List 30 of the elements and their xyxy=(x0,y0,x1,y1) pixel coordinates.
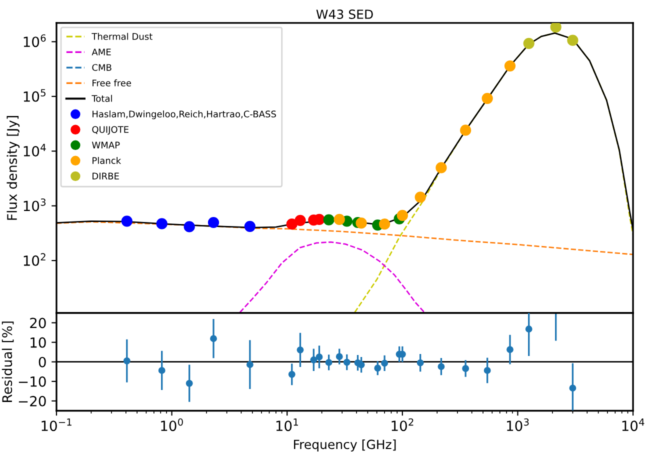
y-tick-label: 0 xyxy=(38,356,46,368)
y-tick-label: 10$^{2}$ xyxy=(24,253,46,266)
legend-label: Total xyxy=(92,94,112,102)
x-tick-label: 10$^{1}$ xyxy=(276,418,298,432)
legend-label: CMB xyxy=(92,64,112,71)
legend-label: AME xyxy=(92,48,111,56)
x-tick-label: 10$^{0}$ xyxy=(161,418,183,432)
x-tick-label: 10$^{3}$ xyxy=(507,418,529,432)
y-axis-title: Flux density [Jy] xyxy=(6,116,20,220)
y-tick-label: 20 xyxy=(30,318,46,328)
x-tick-label: 10$^{4}$ xyxy=(622,418,644,432)
legend-label: QUIJOTE xyxy=(92,126,128,135)
legend-label: Planck xyxy=(92,156,122,164)
y-tick-label: 10$^{5}$ xyxy=(24,89,46,102)
y-tick-label: 10 xyxy=(30,337,46,348)
y-tick-label: 10$^{3}$ xyxy=(24,198,46,212)
chart-title: W43 SED xyxy=(316,10,373,19)
x-tick-label: 10$^{2}$ xyxy=(392,418,414,432)
y-tick-label: −20 xyxy=(18,396,46,406)
y-axis-title: Residual [%] xyxy=(2,322,14,402)
legend-label: Free free xyxy=(92,79,132,86)
x-axis-title: Frequency [GHz] xyxy=(294,439,396,452)
legend-label: WMAP xyxy=(92,142,120,148)
y-tick-label: −10 xyxy=(18,376,46,387)
legend-label: Thermal Dust xyxy=(92,32,152,40)
legend-label: Haslam,Dwingeloo,Reich,Hartrao,C-BASS xyxy=(92,110,276,120)
legend-label: DIRBE xyxy=(92,172,119,180)
y-tick-label: 10$^{6}$ xyxy=(24,34,46,48)
x-tick-label: 10$^{−1}$ xyxy=(42,418,72,432)
y-tick-label: 10$^{4}$ xyxy=(24,144,46,157)
